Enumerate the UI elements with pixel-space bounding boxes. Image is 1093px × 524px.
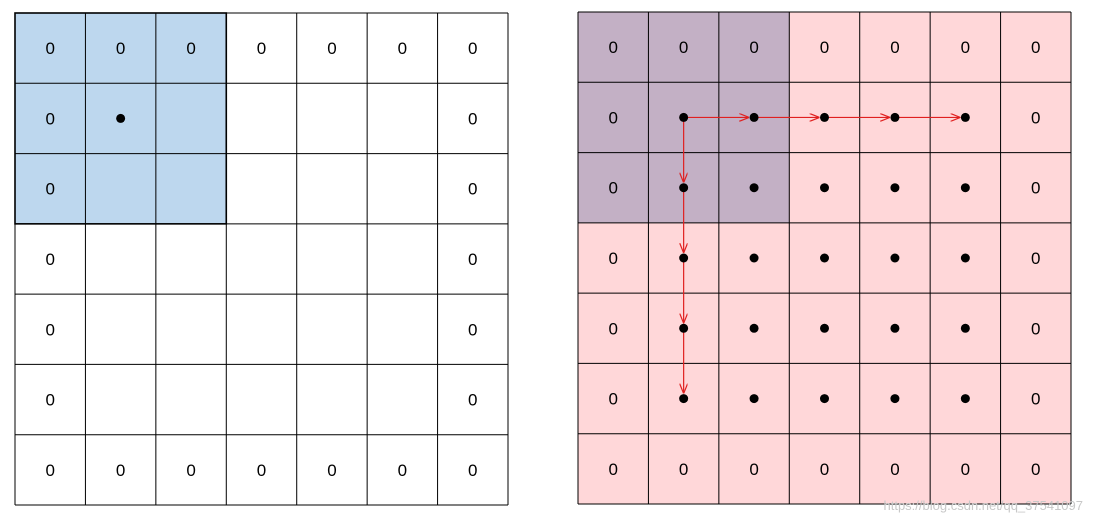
padding-zero-label: 0 bbox=[186, 39, 195, 58]
kernel-center-dot bbox=[820, 253, 829, 263]
kernel-center-dot bbox=[890, 394, 900, 404]
watermark-text: https://blog.csdn.net/qq_37541097 bbox=[884, 498, 1084, 513]
padding-zero-label: 0 bbox=[186, 461, 195, 480]
padding-zero-label: 0 bbox=[749, 38, 758, 57]
kernel-center-dot bbox=[960, 394, 970, 404]
kernel-center-dot bbox=[960, 183, 970, 193]
padding-zero-label: 0 bbox=[45, 320, 54, 339]
padding-zero-label: 0 bbox=[608, 390, 617, 409]
kernel-center-dot bbox=[890, 253, 900, 263]
kernel-center-dot bbox=[820, 323, 829, 333]
padding-zero-label: 0 bbox=[45, 109, 54, 128]
padding-zero-label: 0 bbox=[45, 180, 54, 199]
kernel-center-dot bbox=[890, 323, 900, 333]
kernel-center-dot bbox=[749, 323, 759, 333]
padding-zero-label: 0 bbox=[468, 391, 477, 410]
kernel-center-dot bbox=[116, 113, 126, 123]
padding-zero-label: 0 bbox=[116, 39, 125, 58]
kernel-center-dot bbox=[890, 112, 900, 122]
padding-zero-label: 0 bbox=[679, 460, 688, 479]
kernel-center-dot bbox=[820, 112, 829, 122]
kernel-center-dot bbox=[749, 253, 759, 263]
padding-zero-label: 0 bbox=[961, 38, 970, 57]
padding-zero-label: 0 bbox=[608, 319, 617, 338]
padding-zero-label: 0 bbox=[468, 180, 477, 199]
kernel-center-dot bbox=[820, 394, 829, 404]
padding-zero-label: 0 bbox=[45, 391, 54, 410]
padding-zero-label: 0 bbox=[608, 179, 617, 198]
padding-zero-label: 0 bbox=[468, 39, 477, 58]
highlight-block-border bbox=[14, 12, 228, 225]
padding-zero-label: 0 bbox=[608, 38, 617, 57]
padding-zero-label: 0 bbox=[398, 461, 407, 480]
padding-zero-label: 0 bbox=[1031, 249, 1040, 268]
padding-zero-label: 0 bbox=[468, 250, 477, 269]
padding-zero-label: 0 bbox=[468, 461, 477, 480]
padding-zero-label: 0 bbox=[608, 249, 617, 268]
padding-zero-label: 0 bbox=[468, 109, 477, 128]
padding-zero-label: 0 bbox=[608, 460, 617, 479]
padding-zero-label: 0 bbox=[468, 320, 477, 339]
padding-zero-label: 0 bbox=[1031, 390, 1040, 409]
padding-zero-label: 0 bbox=[257, 461, 266, 480]
padding-zero-label: 0 bbox=[1031, 179, 1040, 198]
padding-zero-label: 0 bbox=[1031, 38, 1040, 57]
left-padded-grid: 0 0 0 0 0 0 0 0 0 0 0 0 0 0 0 0 0 0 0 0 0 0 0 0 bbox=[14, 12, 509, 506]
kernel-center-dot bbox=[960, 253, 970, 263]
padding-zero-label: 0 bbox=[257, 39, 266, 58]
padding-zero-label: 0 bbox=[820, 460, 829, 479]
kernel-center-dot bbox=[820, 183, 829, 193]
kernel-center-dot bbox=[960, 112, 970, 122]
padding-zero-label: 0 bbox=[327, 461, 336, 480]
padding-zero-label: 0 bbox=[1031, 460, 1040, 479]
right-sliding-window-grid: 0 0 0 0 0 0 0 0 0 0 0 0 0 0 0 0 0 0 0 0 0 0 0 0 bbox=[577, 11, 1072, 505]
kernel-center-dot bbox=[679, 253, 689, 263]
kernel-center-dot bbox=[960, 323, 970, 333]
padding-zero-label: 0 bbox=[961, 460, 970, 479]
padding-zero-label: 0 bbox=[1031, 108, 1040, 127]
padding-zero-label: 0 bbox=[749, 460, 758, 479]
kernel-center-dot bbox=[749, 112, 759, 122]
padding-zero-label: 0 bbox=[820, 38, 829, 57]
padding-zero-label: 0 bbox=[45, 39, 54, 58]
padding-zero-label: 0 bbox=[1031, 319, 1040, 338]
padding-zero-label: 0 bbox=[608, 108, 617, 127]
kernel-center-dot bbox=[679, 112, 689, 122]
kernel-center-dot bbox=[679, 323, 689, 333]
padding-zero-label: 0 bbox=[45, 461, 54, 480]
kernel-center-dot bbox=[749, 394, 759, 404]
padding-zero-label: 0 bbox=[679, 38, 688, 57]
kernel-center-dot bbox=[679, 183, 689, 193]
kernel-center-dot bbox=[890, 183, 900, 193]
padding-zero-label: 0 bbox=[45, 250, 54, 269]
kernel-center-dot bbox=[749, 183, 759, 193]
padding-zero-label: 0 bbox=[327, 39, 336, 58]
padding-zero-label: 0 bbox=[398, 39, 407, 58]
padding-zero-label: 0 bbox=[890, 38, 899, 57]
padding-zero-label: 0 bbox=[890, 460, 899, 479]
kernel-center-dot bbox=[679, 394, 689, 404]
padding-zero-label: 0 bbox=[116, 461, 125, 480]
